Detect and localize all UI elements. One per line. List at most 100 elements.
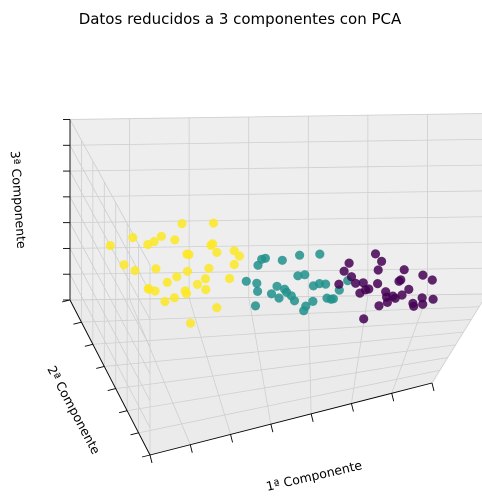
y-tick-5: [84, 343, 93, 347]
point-series-1-19: [250, 301, 261, 311]
point-series-0-16: [417, 293, 427, 303]
point-series-0-30: [373, 265, 383, 275]
x-axis-label: 1ª Componente: [265, 457, 364, 494]
point-series-2-19: [206, 240, 216, 250]
point-series-2-27: [229, 246, 239, 256]
back-grid-h-7: [69, 113, 482, 120]
point-series-0-28: [399, 265, 409, 275]
point-series-2-15: [149, 236, 159, 247]
floor-grid-x-3: [248, 297, 272, 425]
point-series-0-25: [377, 256, 387, 266]
point-series-1-3: [299, 306, 309, 316]
point-series-0-4: [346, 272, 357, 282]
point-series-2-17: [144, 284, 154, 294]
point-series-0-24: [404, 284, 414, 294]
back-grid-h-2: [69, 242, 482, 249]
axis-edges: [69, 119, 433, 456]
floor-grid-y-2: [127, 357, 448, 412]
point-series-2-28: [119, 260, 129, 270]
point-series-0-0: [351, 278, 361, 288]
y-axis-label: 2ª Componente: [44, 363, 103, 457]
back-grid-h-4: [69, 190, 482, 198]
point-series-0-10: [397, 290, 407, 300]
floor-grid-x-7: [431, 301, 482, 384]
point-series-1-22: [300, 270, 310, 280]
y-tick-1: [130, 432, 139, 436]
floor-grid-x-6: [391, 294, 428, 394]
point-series-1-16: [308, 281, 318, 291]
x-tick-4: [310, 413, 314, 422]
point-series-2-21: [130, 265, 140, 276]
point-series-2-5: [201, 284, 211, 295]
point-series-2-8: [204, 263, 214, 273]
y-tick-2: [119, 410, 128, 414]
point-series-2-0: [160, 296, 170, 307]
x-tick-3: [270, 424, 274, 433]
side-grid-h-4: [69, 196, 151, 347]
point-series-2-26: [128, 232, 138, 243]
point-series-0-6: [394, 276, 404, 286]
point-series-2-18: [156, 231, 166, 241]
point-series-1-9: [272, 281, 282, 291]
point-series-2-14: [212, 247, 222, 257]
point-series-2-33: [105, 240, 115, 251]
point-series-1-5: [308, 296, 318, 306]
data-points: [105, 218, 438, 328]
point-series-1-23: [289, 296, 300, 306]
back-grid-h-5: [69, 164, 482, 172]
point-series-2-12: [151, 264, 161, 274]
point-series-1-1: [266, 289, 277, 299]
point-series-2-20: [224, 273, 235, 284]
x-axis-line: [149, 382, 433, 456]
point-series-1-13: [293, 271, 303, 281]
point-series-2-7: [172, 272, 182, 282]
x-tick-6: [391, 393, 395, 402]
floor-grid-y-5: [92, 319, 472, 345]
side-grid-h-2: [69, 248, 151, 401]
point-series-0-11: [339, 266, 349, 276]
point-series-0-7: [408, 298, 418, 308]
point-series-0-1: [364, 284, 374, 294]
chart-title: Datos reducidos a 3 componentes con PCA: [79, 10, 402, 28]
x-tick-7: [431, 382, 435, 392]
floor-grid-x-1: [129, 298, 191, 445]
point-series-2-4: [162, 277, 172, 287]
floor-grid-x-2: [188, 298, 231, 435]
point-series-0-18: [370, 249, 381, 259]
point-series-2-32: [229, 259, 239, 270]
y-tick-3: [107, 388, 116, 392]
floor-grid-x-5: [351, 295, 369, 404]
point-series-0-14: [358, 278, 368, 288]
floor-grid-x-4: [307, 296, 312, 414]
point-series-0-26: [418, 270, 428, 280]
z-axis-label: 3ª Componente: [8, 150, 30, 249]
point-series-1-12: [241, 276, 251, 286]
point-series-1-28: [326, 294, 336, 304]
point-series-2-1: [169, 293, 179, 303]
y-tick-6: [73, 321, 82, 325]
y-tick-4: [96, 365, 105, 369]
point-series-2-35: [185, 318, 196, 328]
point-series-1-0: [253, 286, 263, 296]
back-grid-h-6: [69, 138, 482, 146]
point-series-0-27: [359, 314, 369, 324]
floor-grid-y-1: [138, 369, 440, 434]
point-series-2-3: [192, 279, 202, 289]
point-series-2-30: [181, 289, 191, 299]
point-series-2-10: [182, 266, 192, 276]
point-series-1-29: [295, 250, 305, 260]
side-grid-h-3: [69, 222, 151, 374]
point-series-0-20: [334, 279, 344, 289]
point-series-0-3: [390, 293, 400, 303]
back-grid-h-3: [69, 216, 482, 224]
point-series-1-26: [315, 249, 325, 259]
point-series-0-21: [381, 287, 391, 297]
y-tick-0: [141, 454, 151, 458]
side-grid-h-7: [69, 119, 151, 266]
point-series-1-6: [252, 278, 262, 288]
point-series-2-23: [208, 218, 219, 228]
x-tick-1: [189, 444, 193, 453]
point-series-0-31: [427, 275, 437, 285]
floor-grid-y-3: [115, 344, 456, 389]
grid-lines: [69, 113, 482, 456]
